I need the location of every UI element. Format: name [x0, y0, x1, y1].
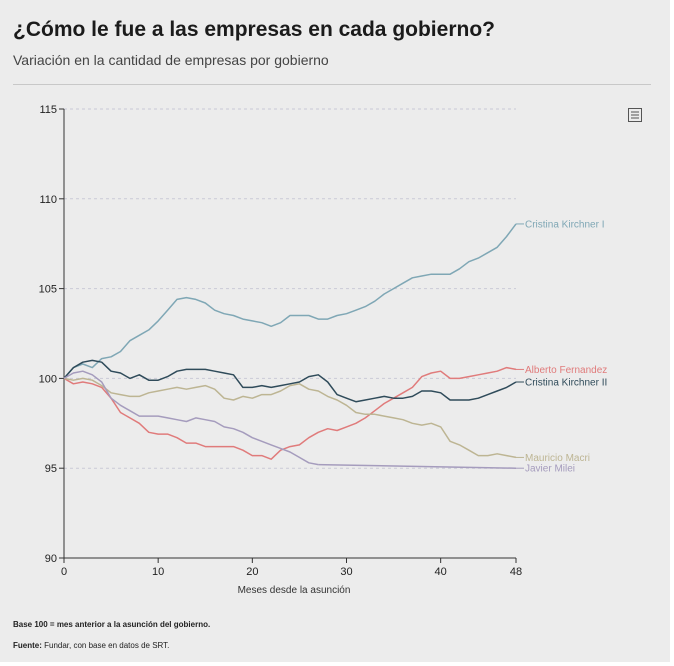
source-note: Fuente: Fundar, con base en datos de SRT…	[13, 641, 169, 650]
x-tick-label: 48	[510, 566, 522, 578]
series-line-4[interactable]	[63, 370, 319, 466]
x-tick-label: 30	[340, 566, 352, 578]
series-end-label: Mauricio Macri	[525, 453, 590, 464]
series-end-label: Alberto Fernandez	[525, 365, 607, 376]
hamburger-menu-icon[interactable]	[626, 107, 644, 123]
y-tick-label: 115	[39, 104, 57, 116]
page-title: ¿Cómo le fue a las empresas en cada gobi…	[13, 18, 495, 41]
page-subtitle: Variación en la cantidad de empresas por…	[13, 52, 329, 68]
line-chart: 90 95 100 105 110 115 0 10 20 30 40 48 Cristina Kir…	[39, 104, 608, 596]
source-text: Fundar, con base en datos de SRT.	[41, 641, 170, 650]
divider	[13, 84, 651, 85]
series-line-5[interactable]	[318, 463, 517, 469]
x-tick-label: 40	[435, 566, 447, 578]
series-line-3[interactable]	[63, 377, 517, 459]
series-end-label: Cristina Kirchner I	[525, 219, 604, 230]
x-axis-label: Meses desde la asunción	[238, 585, 351, 596]
y-tick-label: 105	[39, 284, 57, 296]
y-tick-label: 100	[39, 373, 57, 385]
y-tick-label: 95	[45, 463, 57, 475]
x-tick-label: 20	[246, 566, 258, 578]
series-line-2[interactable]	[63, 359, 517, 403]
x-tick-label: 10	[152, 566, 164, 578]
series-line-1[interactable]	[63, 366, 517, 460]
base-note: Base 100 = mes anterior a la asunción de…	[13, 620, 211, 629]
x-tick-label: 0	[61, 566, 67, 578]
series-end-label: Javier Milei	[525, 464, 575, 475]
y-tick-label: 110	[39, 194, 57, 206]
source-label: Fuente:	[13, 641, 42, 650]
series-end-label: Cristina Kirchner II	[525, 377, 607, 388]
y-tick-label: 90	[45, 553, 57, 565]
series-line-0[interactable]	[63, 223, 517, 379]
